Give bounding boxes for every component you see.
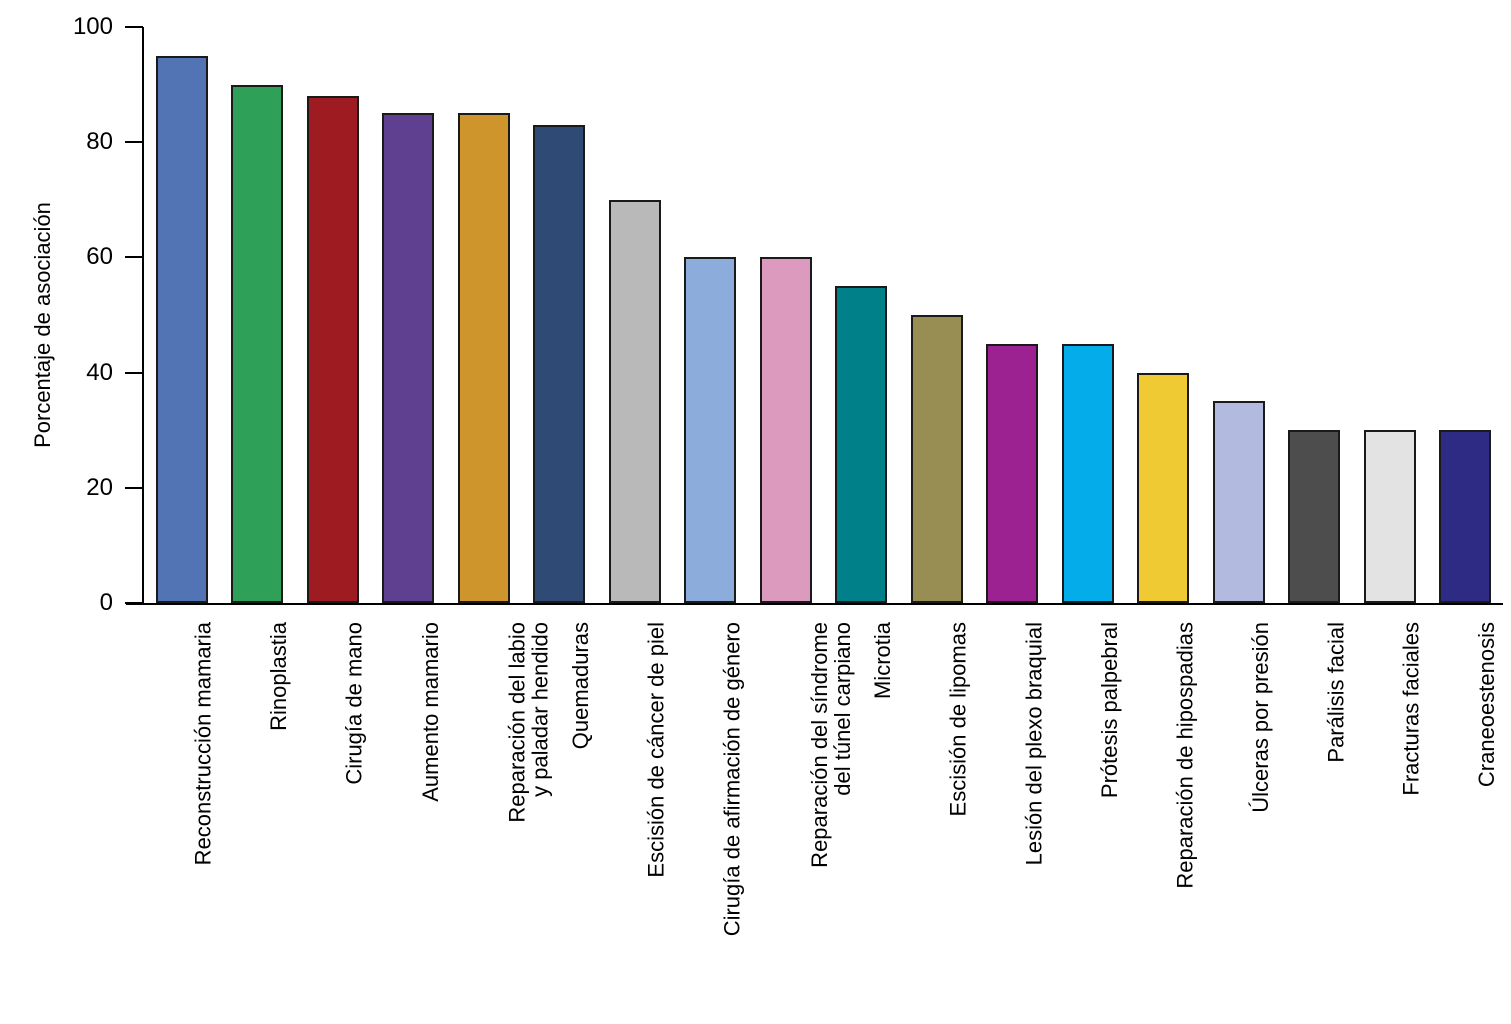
x-tick-label: Rinoplastia <box>220 622 296 1022</box>
bar-column <box>1050 27 1126 603</box>
y-tick-mark <box>125 371 143 374</box>
bar <box>910 315 963 603</box>
x-tick-label-text: Craneoestenosis <box>1474 622 1500 788</box>
bar <box>457 113 510 603</box>
x-tick-label-text: Reparación de hipospadias <box>1172 622 1198 889</box>
x-tick-label: Escisión de cáncer de piel <box>597 622 673 1022</box>
bar-column <box>1126 27 1202 603</box>
x-tick-label: Cirugía de mano <box>295 622 371 1022</box>
x-tick-label-text: Escisión de cáncer de piel <box>643 622 669 878</box>
bar-column <box>899 27 975 603</box>
x-tick-label-text: Lesión del plexo braquial <box>1021 622 1047 866</box>
y-tick-label: 40 <box>86 358 113 386</box>
y-tick-label: 100 <box>72 13 113 40</box>
bar <box>1288 430 1341 603</box>
plot-area <box>144 27 1503 603</box>
bar <box>306 96 359 603</box>
x-tick-label-text: Parálisis facial <box>1323 622 1349 763</box>
bar <box>1212 401 1265 603</box>
x-tick-label-text: Microtia <box>870 622 896 700</box>
x-tick-label: Lesión del plexo braquial <box>975 622 1051 1022</box>
y-tick-label: 60 <box>86 243 113 271</box>
x-tick-label-text: Cirugía de afirmación de género <box>719 622 745 937</box>
x-tick-label-text: Cirugía de mano <box>341 622 367 785</box>
y-tick-mark <box>125 256 143 259</box>
x-tick-label: Fracturas faciales <box>1352 622 1428 1022</box>
y-axis-line <box>142 27 144 605</box>
x-tick-label: Reparación del síndrome del túnel carpia… <box>748 622 855 1022</box>
bar-column <box>824 27 900 603</box>
bar-column <box>673 27 749 603</box>
x-tick-label-text: Aumento mamario <box>417 622 443 802</box>
y-tick-mark <box>125 26 143 28</box>
bar <box>835 286 888 603</box>
x-tick-label: Aumento mamario <box>371 622 447 1022</box>
y-tick-mark <box>125 141 143 144</box>
y-axis-title-text: Porcentaje de asociación <box>30 202 55 448</box>
bar-column <box>1428 27 1504 603</box>
bar-column <box>597 27 673 603</box>
bar <box>986 343 1039 603</box>
bar-column <box>1352 27 1428 603</box>
x-tick-label-text: Úlceras por presión <box>1247 622 1273 813</box>
x-tick-label: Reconstrucción mamaria <box>144 622 220 1022</box>
bar-column <box>295 27 371 603</box>
bar-column <box>1201 27 1277 603</box>
x-tick-label: Reparación del labio y paladar hendido <box>446 622 553 1022</box>
x-axis-line <box>126 603 1503 605</box>
bar <box>231 84 284 603</box>
x-tick-label: Craneoestenosis <box>1428 622 1504 1022</box>
x-tick-label: Quemaduras <box>522 622 598 1022</box>
y-tick-label: 0 <box>99 589 113 616</box>
bar <box>608 199 661 603</box>
x-tick-label: Parálisis facial <box>1277 622 1353 1022</box>
bar <box>533 124 586 603</box>
x-axis-labels: Reconstrucción mamaria Rinoplastia Cirugía… <box>144 622 1503 1022</box>
bar <box>382 113 435 603</box>
bar-column <box>371 27 447 603</box>
x-tick-label: Reparación de hipospadias <box>1126 622 1202 1022</box>
bar-column <box>220 27 296 603</box>
x-tick-label: Cirugía de afirmación de género <box>673 622 749 1022</box>
x-tick-label: Prótesis palpebral <box>1050 622 1126 1022</box>
bar <box>1137 372 1190 603</box>
x-tick-label-text: Prótesis palpebral <box>1096 622 1122 799</box>
bar-column <box>1277 27 1353 603</box>
x-tick-label-text: Fracturas faciales <box>1398 622 1424 796</box>
x-tick-label: Escisión de lipomas <box>899 622 975 1022</box>
bar-column <box>144 27 220 603</box>
x-tick-label-text: Reconstrucción mamaria <box>190 622 216 866</box>
bar-column <box>446 27 522 603</box>
x-tick-label-text: Quemaduras <box>568 622 594 750</box>
bar <box>1439 430 1492 603</box>
bar-column <box>522 27 598 603</box>
y-tick-mark <box>125 486 143 489</box>
bar <box>1363 430 1416 603</box>
bar <box>155 55 208 603</box>
y-tick-label: 20 <box>86 473 113 501</box>
x-tick-label-text: Rinoplastia <box>266 622 292 731</box>
x-tick-label-text: Escisión de lipomas <box>945 622 971 817</box>
bar <box>759 257 812 603</box>
bar <box>1061 343 1114 603</box>
y-tick-label: 80 <box>86 128 113 156</box>
bar <box>684 257 737 603</box>
x-tick-label: Microtia <box>824 622 900 1022</box>
x-tick-label: Úlceras por presión <box>1201 622 1277 1022</box>
bar-column <box>748 27 824 603</box>
bar-column <box>975 27 1051 603</box>
